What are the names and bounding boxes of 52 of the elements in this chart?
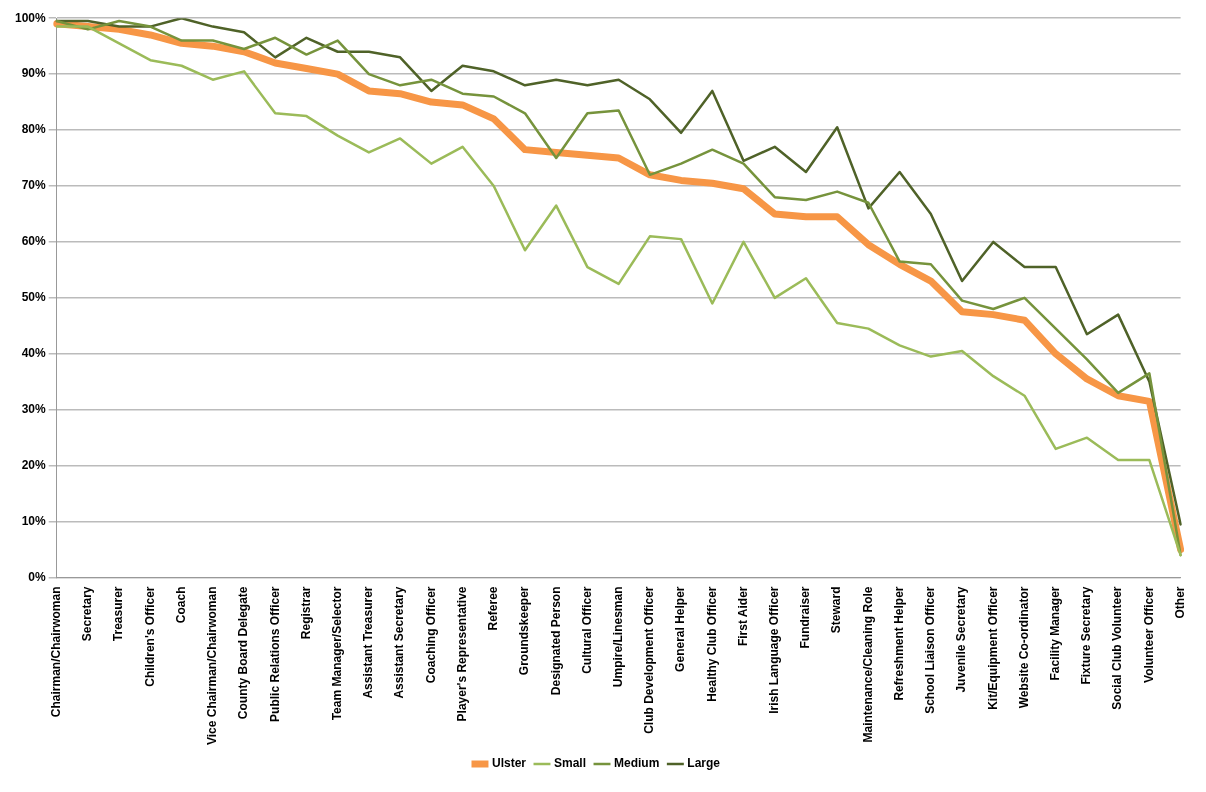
x-tick-label: Cultural Officer [579,586,594,674]
y-tick-label: 30% [21,402,47,417]
y-tick-label: 80% [21,122,47,137]
x-tick-label: School Liaison Officer [923,586,938,714]
legend-label: Ulster [491,756,527,771]
y-tick-label: 40% [21,346,47,361]
x-tick-label: Kit/Equipment Officer [985,586,1000,710]
y-tick-label: 60% [21,234,47,249]
x-tick-label: Player's Representative [454,586,469,722]
x-tick-label: Coaching Officer [423,586,438,684]
x-tick-label: Facility Manager [1048,586,1063,681]
x-tick-label: Umpire/Linesman [610,586,625,688]
x-tick-label: Children's Officer [142,586,157,687]
x-tick-label: Social Club Volunteer [1110,586,1125,710]
y-tick-label: 70% [21,178,47,193]
x-tick-label: Irish Language Officer [767,586,782,714]
legend-label: Small [553,756,587,771]
legend-label: Medium [614,756,660,771]
x-tick-label: Coach [173,586,188,624]
x-tick-label: Healthy Club Officer [704,586,719,702]
x-tick-label: Maintenance/Cleaning Role [860,586,875,743]
legend-label: Large [687,756,721,771]
x-tick-label: Club Development Officer [642,586,657,734]
x-tick-label: Juvenile Secretary [954,586,969,693]
y-tick-label: 50% [21,290,47,305]
x-tick-label: Referee [486,586,501,631]
x-tick-label: Team Manager/Selector [329,586,344,721]
x-tick-label: Treasurer [111,586,126,642]
x-tick-label: Public Relations Officer [267,586,282,722]
x-tick-label: Refreshment Helper [891,586,906,701]
x-tick-label: Secretary [80,586,95,642]
y-tick-label: 100% [14,10,47,25]
x-tick-label: Fixture Secretary [1079,586,1094,685]
x-tick-label: County Board Delegate [236,586,251,720]
x-tick-label: Fundraiser [798,586,813,649]
y-tick-label: 0% [28,569,47,584]
x-tick-label: Vice Chairman/Chairwoman [205,586,220,745]
x-tick-label: Designated Person [548,586,563,696]
x-tick-label: Steward [829,586,844,634]
x-tick-label: Registrar [298,586,313,640]
x-tick-label: Assistant Treasurer [361,586,376,699]
x-tick-label: Website Co-ordinator [1016,586,1031,709]
x-tick-label: Chairman/Chairwoman [49,586,63,718]
x-tick-label: Other [1172,586,1187,619]
x-tick-label: Assistant Secretary [392,586,407,699]
y-tick-label: 90% [21,66,47,81]
x-tick-label: Volunteer Officer [1141,586,1156,683]
x-tick-label: Groundskeeper [517,586,532,676]
y-tick-label: 10% [21,513,47,528]
x-tick-label: First Aider [735,586,750,647]
y-tick-label: 20% [21,457,47,472]
x-tick-label: General Helper [673,586,688,672]
